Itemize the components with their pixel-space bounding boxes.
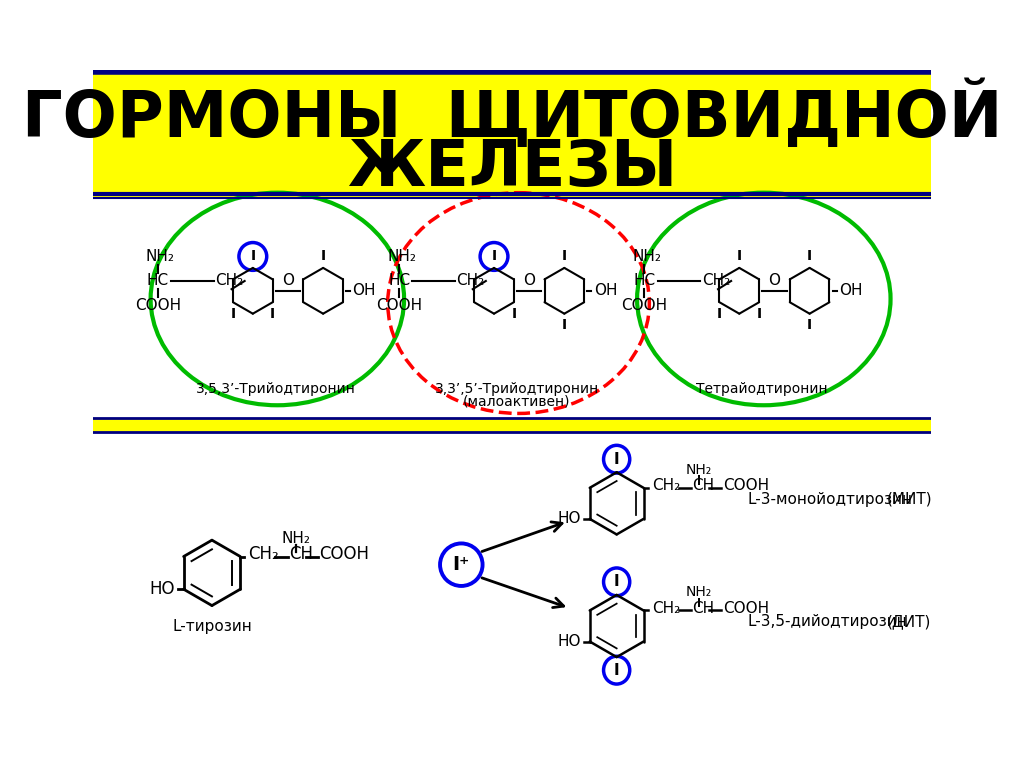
- Text: CH: CH: [692, 478, 715, 493]
- Text: CH₂: CH₂: [249, 545, 280, 563]
- Text: NH₂: NH₂: [686, 463, 713, 477]
- Text: COOH: COOH: [723, 478, 769, 493]
- Text: I: I: [230, 306, 236, 321]
- Text: O: O: [282, 273, 294, 289]
- Text: 3,5,3’-Трийодтиронин: 3,5,3’-Трийодтиронин: [196, 382, 355, 396]
- Text: COOH: COOH: [135, 298, 181, 313]
- Text: NH₂: NH₂: [282, 531, 310, 546]
- Text: L-тирозин: L-тирозин: [172, 618, 252, 634]
- Text: I: I: [613, 663, 620, 677]
- Text: ЖЕЛЕЗЫ: ЖЕЛЕЗЫ: [347, 137, 677, 199]
- Text: COOH: COOH: [723, 601, 769, 615]
- Text: ГОРМОНЫ  ЩИТОВИДНОЙ: ГОРМОНЫ ЩИТОВИДНОЙ: [22, 81, 1002, 150]
- Text: I: I: [807, 318, 812, 332]
- Text: I: I: [613, 574, 620, 589]
- Text: HO: HO: [150, 580, 175, 598]
- Bar: [93, 432, 931, 698]
- Text: L-3-монойодтирозин: L-3-монойодтирозин: [748, 492, 912, 507]
- Text: NH₂: NH₂: [146, 249, 175, 264]
- Text: I⁺: I⁺: [453, 555, 470, 574]
- Text: HC: HC: [146, 273, 169, 289]
- Text: O: O: [768, 273, 780, 289]
- Text: CH₂: CH₂: [651, 601, 680, 615]
- Text: OH: OH: [839, 283, 862, 298]
- Text: I: I: [807, 250, 812, 263]
- Text: I: I: [613, 452, 620, 467]
- Text: OH: OH: [594, 283, 617, 298]
- Text: NH₂: NH₂: [686, 585, 713, 600]
- Text: I: I: [321, 250, 326, 263]
- Text: I: I: [757, 306, 762, 321]
- Text: COOH: COOH: [319, 545, 370, 563]
- Text: NH₂: NH₂: [387, 249, 416, 264]
- Text: CH₂: CH₂: [701, 273, 730, 289]
- Text: 3,3’,5’-Трийодтиронин: 3,3’,5’-Трийодтиронин: [435, 382, 599, 396]
- Text: (МИТ): (МИТ): [887, 492, 932, 507]
- Text: NH₂: NH₂: [633, 249, 662, 264]
- Text: I: I: [270, 306, 275, 321]
- Text: CH: CH: [692, 601, 715, 615]
- Text: I: I: [736, 250, 741, 263]
- Text: HO: HO: [558, 634, 582, 649]
- Text: HC: HC: [388, 273, 411, 289]
- Text: COOH: COOH: [622, 298, 668, 313]
- Text: HC: HC: [634, 273, 655, 289]
- Text: I: I: [492, 250, 497, 263]
- Text: I: I: [717, 306, 722, 321]
- Text: OH: OH: [352, 283, 376, 298]
- Text: CH: CH: [290, 545, 313, 563]
- Text: CH₂: CH₂: [457, 273, 484, 289]
- Text: CH₂: CH₂: [215, 273, 244, 289]
- Text: I: I: [250, 250, 255, 263]
- Text: (малоактивен): (малоактивен): [463, 394, 570, 408]
- Bar: [93, 418, 931, 432]
- Text: L-3,5-дийодтирозин: L-3,5-дийодтирозин: [748, 614, 907, 630]
- Text: Тетрайодтиронин: Тетрайодтиронин: [696, 382, 828, 396]
- Text: HO: HO: [558, 511, 582, 526]
- Text: I: I: [562, 250, 567, 263]
- Text: I: I: [562, 318, 567, 332]
- Bar: [93, 70, 931, 197]
- Text: CH₂: CH₂: [651, 478, 680, 493]
- Bar: [93, 198, 931, 422]
- Text: (ДИТ): (ДИТ): [887, 614, 931, 630]
- Text: I: I: [511, 306, 516, 321]
- Text: O: O: [523, 273, 536, 289]
- Text: COOH: COOH: [376, 298, 422, 313]
